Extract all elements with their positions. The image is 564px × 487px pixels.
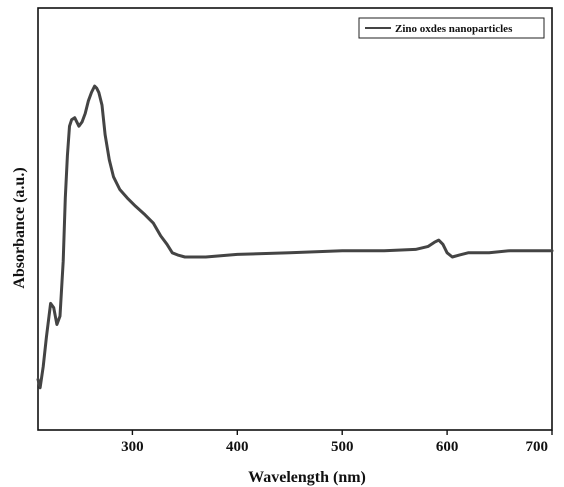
plot-area [36, 7, 554, 431]
plot-frame [37, 7, 553, 431]
legend-box [358, 17, 545, 39]
x-tick-label: 600 [436, 439, 459, 455]
y-axis-title: Absorbance (a.u.) [11, 167, 28, 288]
legend-label: Zino oxdes nanoparticles [395, 23, 513, 35]
x-tick-label: 400 [226, 439, 249, 455]
series-line-0 [36, 84, 554, 390]
x-tick-label: 500 [331, 439, 354, 455]
x-axis-ticks: 300 400 500 600 700 [121, 430, 553, 455]
legend: Zino oxdes nanoparticles [358, 17, 545, 39]
x-tick-label: 700 [526, 439, 549, 455]
x-tick-label: 300 [121, 439, 144, 455]
x-axis-title: Wavelength (nm) [248, 469, 366, 486]
